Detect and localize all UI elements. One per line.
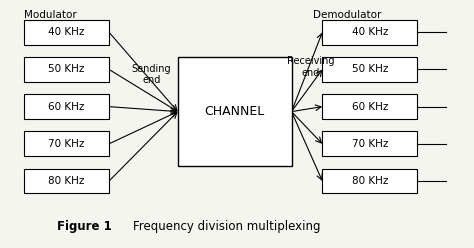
Bar — [24, 57, 109, 82]
Bar — [24, 169, 109, 193]
Text: Frequency division multiplexing: Frequency division multiplexing — [133, 220, 320, 233]
Text: 70 KHz: 70 KHz — [352, 139, 388, 149]
Text: Demodulator: Demodulator — [313, 10, 381, 20]
Text: 40 KHz: 40 KHz — [48, 27, 84, 37]
Text: Modulator: Modulator — [24, 10, 76, 20]
Text: 80 KHz: 80 KHz — [352, 176, 388, 186]
Bar — [178, 57, 292, 166]
Text: 50 KHz: 50 KHz — [352, 64, 388, 74]
Bar — [322, 94, 417, 119]
Text: Sending
end: Sending end — [132, 63, 172, 85]
Bar — [322, 20, 417, 45]
Bar — [322, 169, 417, 193]
Text: 60 KHz: 60 KHz — [352, 102, 388, 112]
Text: 70 KHz: 70 KHz — [48, 139, 84, 149]
Text: Figure 1: Figure 1 — [57, 220, 112, 233]
Bar — [24, 20, 109, 45]
Bar — [24, 131, 109, 156]
Bar — [24, 94, 109, 119]
Text: 60 KHz: 60 KHz — [48, 102, 84, 112]
Text: 50 KHz: 50 KHz — [48, 64, 84, 74]
Text: Receiving
end: Receiving end — [287, 56, 334, 78]
Text: 80 KHz: 80 KHz — [48, 176, 84, 186]
Bar — [322, 57, 417, 82]
Text: 40 KHz: 40 KHz — [352, 27, 388, 37]
Text: CHANNEL: CHANNEL — [204, 105, 265, 118]
Bar — [322, 131, 417, 156]
